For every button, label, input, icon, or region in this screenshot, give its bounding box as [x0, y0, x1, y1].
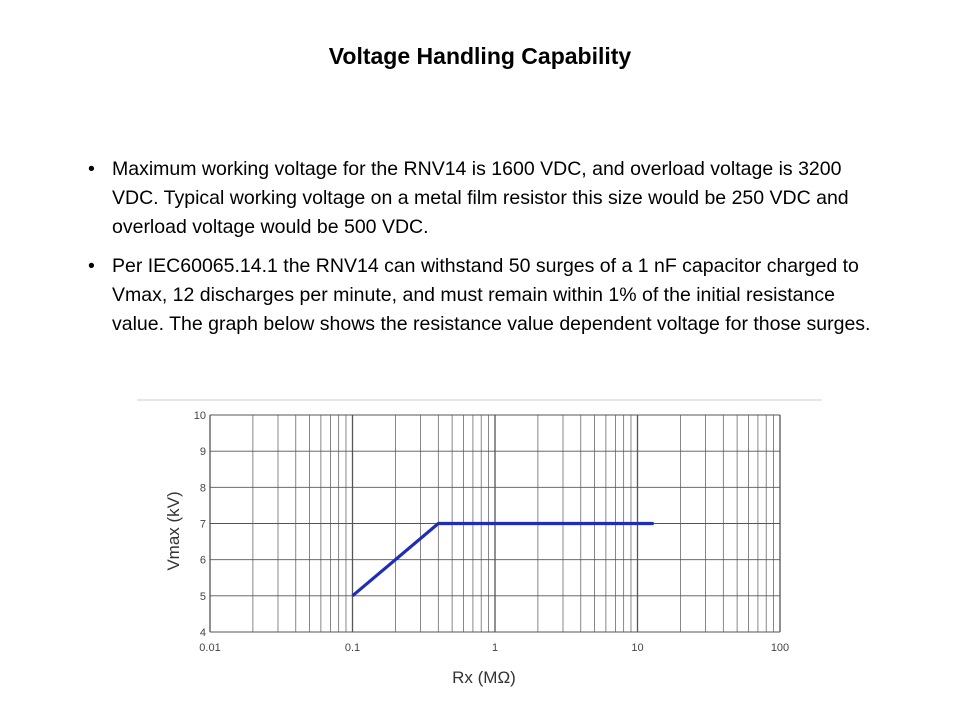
surge-voltage-chart: 0.01 0.1 1 10 100 4 5 6 7 8 9 10 Vmax (kV) Rx (MΩ) — [0, 395, 960, 715]
y-tick-label: 9 — [200, 446, 206, 458]
bullet-glyph: • — [88, 158, 95, 180]
bullet-text: Maximum working voltage for the RNV14 is… — [112, 158, 849, 238]
bullet-list: • Maximum working voltage for the RNV14 … — [88, 155, 888, 349]
y-tick-label: 6 — [200, 555, 206, 567]
y-tick-label: 8 — [200, 482, 206, 494]
slide-title: Voltage Handling Capability — [328, 43, 632, 69]
x-tick-label: 0.1 — [345, 642, 360, 654]
chart-grid — [209, 414, 781, 633]
chart-series — [351, 521, 654, 598]
series-line — [351, 521, 654, 598]
y-tick-label: 7 — [200, 519, 206, 531]
chart-svg: 0.01 0.1 1 10 100 4 5 6 7 8 9 10 Vmax (kV) Rx (MΩ) — [137, 399, 822, 687]
chart-ticks: 0.01 0.1 1 10 100 4 5 6 7 8 9 10 — [194, 410, 789, 654]
bullet-item: • Maximum working voltage for the RNV14 … — [88, 155, 888, 242]
x-axis-label: Rx (MΩ) — [452, 668, 516, 687]
x-tick-label: 1 — [492, 642, 498, 654]
y-tick-label: 4 — [200, 627, 206, 639]
bullet-glyph: • — [88, 255, 95, 277]
y-tick-label: 5 — [200, 591, 206, 603]
y-tick-label: 10 — [194, 410, 206, 422]
x-tick-label: 0.01 — [199, 642, 220, 654]
x-tick-label: 10 — [631, 642, 643, 654]
bullet-text: Per IEC60065.14.1 the RNV14 can withstan… — [112, 255, 871, 335]
bullet-item: • Per IEC60065.14.1 the RNV14 can withst… — [88, 252, 888, 339]
x-tick-label: 100 — [771, 642, 789, 654]
y-axis-label: Vmax (kV) — [164, 491, 183, 570]
